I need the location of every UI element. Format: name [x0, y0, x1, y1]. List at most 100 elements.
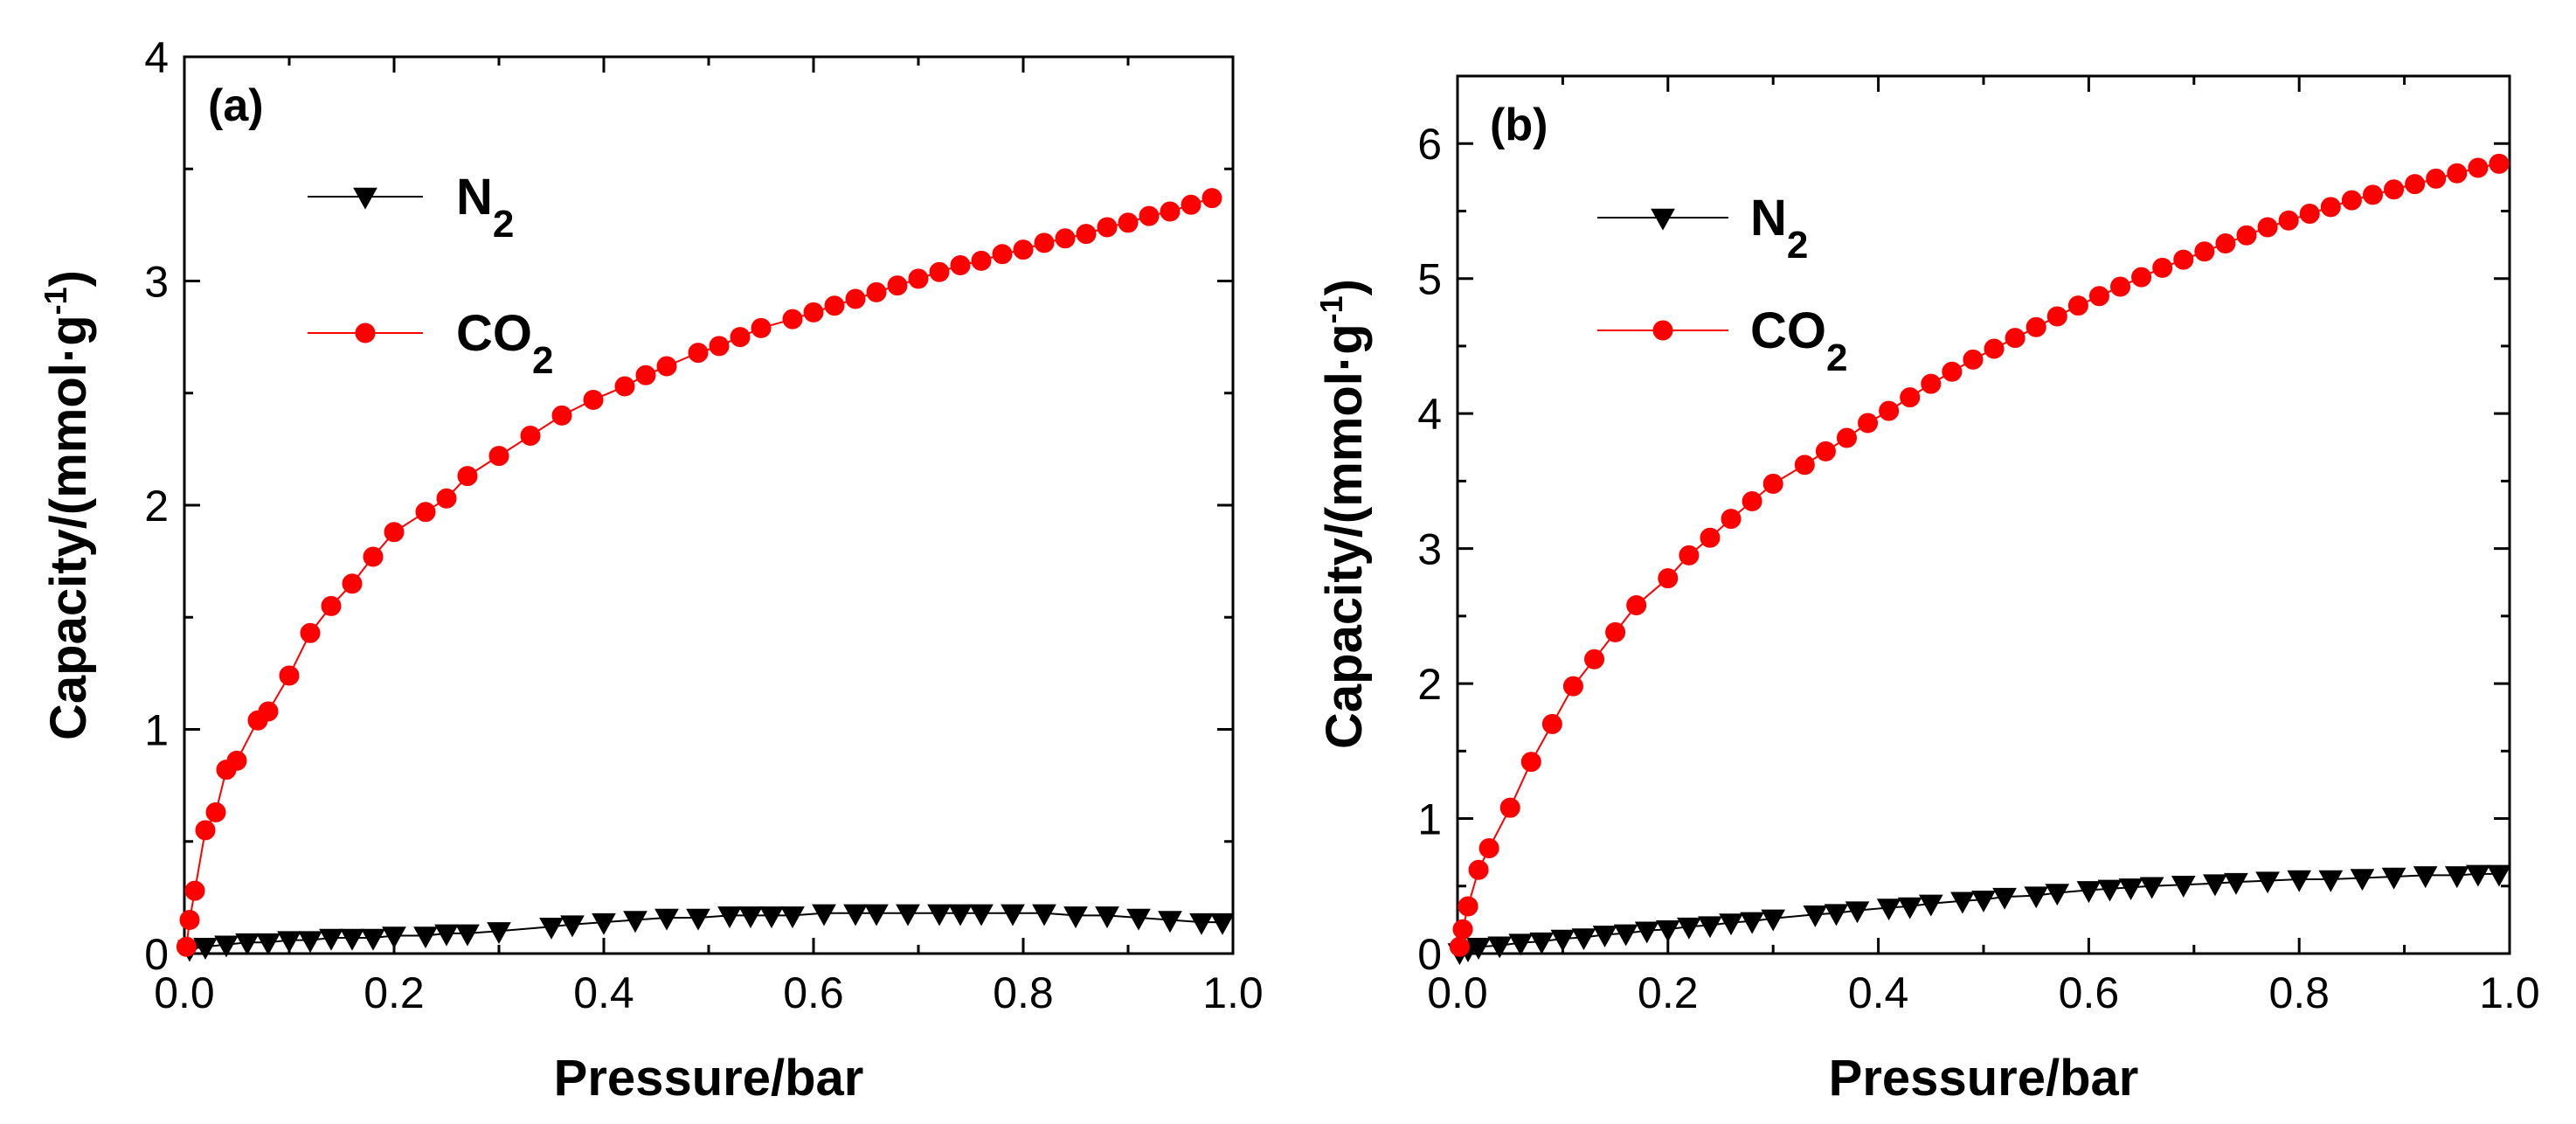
data-point-co2	[656, 356, 677, 377]
data-point-n2	[1971, 890, 1996, 912]
x-tick-label: 0.6	[2059, 968, 2120, 1017]
data-point-co2	[1499, 797, 1520, 818]
data-point-n2	[654, 908, 679, 931]
data-point-n2	[1876, 899, 1901, 921]
data-point-co2	[520, 425, 541, 446]
data-point-n2	[1918, 894, 1943, 917]
x-tick-label: 0.2	[1638, 968, 1699, 1017]
data-point-n2	[1719, 913, 1743, 936]
data-point-co2	[2405, 174, 2426, 195]
data-point-co2	[2173, 249, 2194, 270]
series-line-co2	[185, 197, 1213, 947]
data-point-co2	[2215, 233, 2236, 254]
series-line-co2	[1458, 163, 2500, 947]
data-point-co2	[635, 364, 656, 385]
legend-label: N2	[1750, 190, 1808, 267]
data-point-co2	[1520, 752, 1541, 773]
data-point-co2	[1921, 373, 1942, 394]
data-point-n2	[759, 906, 784, 929]
y-tick-label: 2	[144, 482, 169, 531]
data-point-n2	[927, 904, 952, 926]
data-point-n2	[382, 926, 406, 949]
data-point-n2	[780, 906, 805, 929]
plot-frame	[183, 55, 1235, 955]
y-axis-title: Capacity/(mmol·g-1)	[38, 270, 97, 740]
data-point-n2	[1950, 892, 1975, 914]
data-point-n2	[2287, 870, 2312, 892]
x-tick-label: 0.8	[993, 968, 1054, 1017]
data-point-n2	[361, 928, 385, 951]
x-axis-title: Pressure/bar	[1829, 1050, 2139, 1107]
data-point-n2	[413, 926, 438, 949]
data-point-co2	[1963, 349, 1984, 370]
y-tick-label: 3	[144, 258, 169, 307]
data-point-co2	[195, 820, 216, 841]
data-point-n2	[2413, 866, 2438, 889]
data-point-co2	[1984, 338, 2005, 359]
data-point-n2	[1803, 905, 1828, 927]
data-point-co2	[1097, 217, 1118, 238]
data-point-co2	[321, 595, 342, 616]
data-point-n2	[1698, 916, 1722, 939]
data-point-n2	[864, 904, 889, 926]
data-point-co2	[2194, 241, 2215, 262]
data-point-co2	[1034, 232, 1055, 253]
data-point-n2	[1508, 933, 1534, 956]
legend-item-co2: CO2	[1597, 302, 1847, 379]
data-point-co2	[1679, 545, 1700, 565]
data-point-n2	[2024, 886, 2049, 909]
data-point-co2	[2447, 163, 2468, 184]
data-point-co2	[2025, 316, 2046, 337]
x-tick-label: 0.4	[1848, 968, 1909, 1017]
data-point-co2	[1658, 568, 1679, 589]
data-point-co2	[614, 376, 635, 397]
data-point-n2	[2318, 870, 2344, 892]
data-point-n2	[812, 904, 836, 926]
data-point-n2	[623, 911, 647, 933]
series-line-n2	[189, 912, 1222, 950]
x-tick-label: 0.0	[154, 968, 215, 1017]
data-point-co2	[845, 288, 866, 309]
data-point-co2	[866, 281, 887, 302]
data-point-n2	[1032, 904, 1056, 926]
data-point-co2	[1700, 527, 1721, 548]
y-tick-label: 4	[1417, 390, 1442, 439]
data-point-n2	[2171, 875, 2196, 898]
legend-marker	[1652, 320, 1673, 341]
data-point-co2	[730, 327, 751, 348]
data-point-co2	[2341, 190, 2362, 211]
data-point-n2	[1126, 908, 1151, 931]
data-point-n2	[717, 906, 742, 929]
data-point-co2	[1858, 413, 1879, 434]
data-point-n2	[1210, 912, 1235, 935]
data-point-co2	[1452, 919, 1473, 940]
data-point-co2	[1626, 594, 1647, 615]
data-point-co2	[176, 936, 197, 957]
data-point-n2	[2224, 872, 2248, 895]
data-point-n2	[277, 931, 301, 954]
data-point-co2	[2005, 328, 2025, 349]
data-point-co2	[2299, 204, 2320, 225]
data-point-n2	[1571, 928, 1596, 951]
data-point-n2	[1613, 924, 1638, 947]
data-point-co2	[1201, 188, 1222, 209]
data-point-n2	[1095, 906, 1119, 929]
legend-marker	[355, 323, 376, 343]
data-point-co2	[2278, 210, 2299, 231]
data-point-n2	[340, 928, 364, 951]
data-point-co2	[1900, 387, 1921, 408]
data-point-n2	[298, 931, 322, 954]
x-axis-title: Pressure/bar	[554, 1050, 864, 1107]
data-point-n2	[1634, 921, 1659, 944]
data-point-co2	[551, 405, 572, 426]
y-tick-label: 0	[144, 930, 169, 979]
series-co2	[1449, 153, 2510, 957]
data-point-co2	[908, 268, 929, 289]
legend-label: N2	[456, 169, 514, 246]
data-point-co2	[688, 343, 709, 364]
x-tick-label: 1.0	[2479, 968, 2540, 1017]
data-point-n2	[738, 906, 763, 929]
data-point-co2	[1118, 212, 1139, 233]
